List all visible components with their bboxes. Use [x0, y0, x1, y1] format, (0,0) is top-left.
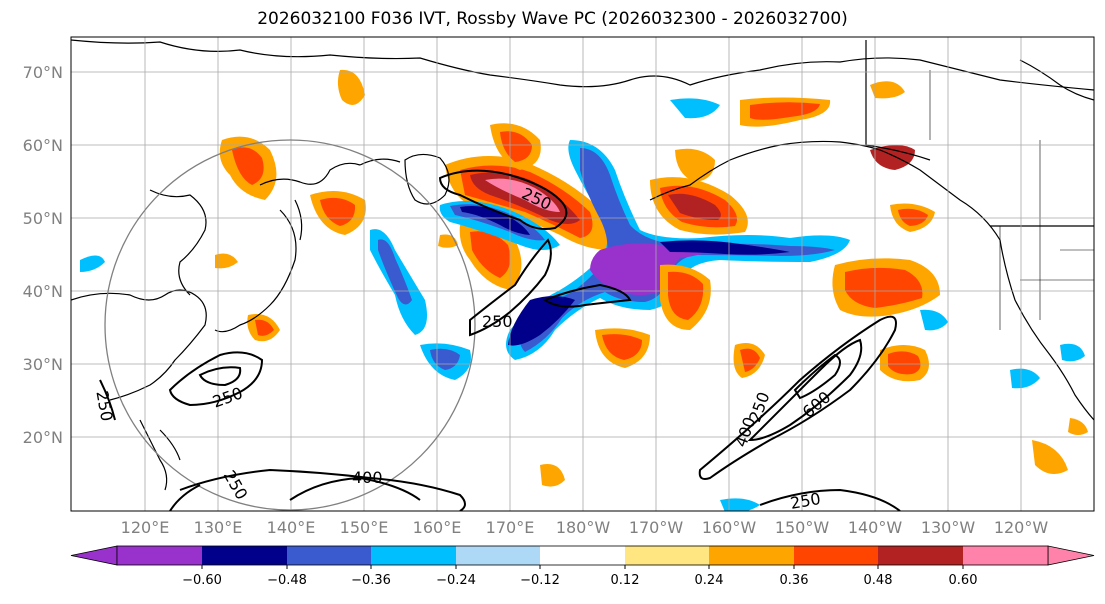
lon-label: 180°W — [556, 518, 611, 537]
lat-label: 40°N — [23, 282, 63, 301]
lon-label: 160°W — [702, 518, 757, 537]
lat-label: 70°N — [23, 63, 63, 82]
map-area — [71, 37, 1094, 511]
latitude-labels: 70°N 60°N 50°N 40°N 30°N 20°N — [23, 63, 63, 447]
lon-label: 140°E — [267, 518, 316, 537]
lat-label: 20°N — [23, 428, 63, 447]
colorbar-extend-low — [70, 545, 118, 566]
lat-label: 30°N — [23, 355, 63, 374]
colorbar-segment — [456, 546, 540, 565]
colorbar-segment — [625, 546, 709, 565]
lon-label: 160°E — [413, 518, 462, 537]
coastlines — [71, 39, 1094, 491]
colorbar-segment — [878, 546, 963, 565]
colorbar-segment — [794, 546, 878, 565]
lat-label: 60°N — [23, 136, 63, 155]
colorbar: −0.60 −0.48 −0.36 −0.24 −0.12 0.12 0.24 0.36 0.4… — [70, 545, 1095, 588]
ivt-shading — [80, 69, 1088, 511]
contours — [99, 169, 901, 511]
colorbar-tick-label: 0.24 — [695, 573, 724, 588]
lon-label: 120°E — [121, 518, 170, 537]
colorbar-extend-high — [1047, 545, 1095, 566]
map-title: 2026032100 F036 IVT, Rossby Wave PC (202… — [257, 9, 848, 29]
colorbar-tick-label: −0.48 — [267, 573, 307, 588]
colorbar-tick-label: −0.60 — [182, 573, 222, 588]
lon-label: 170°W — [629, 518, 684, 537]
colorbar-segment — [709, 546, 794, 565]
lon-label: 150°E — [340, 518, 389, 537]
longitude-labels: 120°E 130°E 140°E 150°E 160°E 170°E 180°… — [121, 518, 1049, 537]
colorbar-segment — [540, 546, 625, 565]
colorbar-segment — [371, 546, 456, 565]
colorbar-tick-label: 0.60 — [949, 573, 978, 588]
colorbar-tick-label: −0.36 — [351, 573, 391, 588]
colorbar-tick-label: 0.48 — [864, 573, 893, 588]
colorbar-border — [116, 545, 1049, 566]
contour-label: 250 — [482, 312, 513, 331]
map-frame — [70, 36, 1095, 512]
colorbar-tick-label: 0.36 — [780, 573, 809, 588]
lon-label: 170°E — [486, 518, 535, 537]
political-borders — [929, 70, 1094, 330]
colorbar-segment — [117, 546, 202, 565]
colorbar-segment — [963, 546, 1048, 565]
colorbar-tick-label: 0.12 — [611, 573, 640, 588]
gridlines — [71, 37, 1094, 511]
lon-label: 140°W — [848, 518, 903, 537]
lat-label: 50°N — [23, 209, 63, 228]
contour-label: 400 — [352, 468, 383, 487]
colorbar-segment — [287, 546, 371, 565]
lon-label: 130°E — [194, 518, 243, 537]
colorbar-segment — [202, 546, 287, 565]
lon-label: 130°W — [921, 518, 976, 537]
lon-label: 120°W — [994, 518, 1049, 537]
lon-label: 150°W — [775, 518, 830, 537]
colorbar-tick-label: −0.24 — [436, 573, 476, 588]
colorbar-tick-label: −0.12 — [520, 573, 560, 588]
region-circle — [104, 139, 476, 511]
